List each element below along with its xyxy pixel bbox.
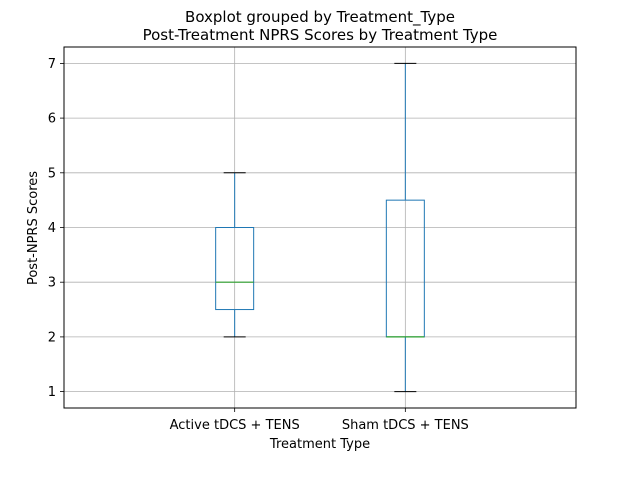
chart-title: Post-Treatment NPRS Scores by Treatment … [143, 26, 498, 44]
iqr-box [215, 227, 255, 311]
y-tick-label: 5 [48, 166, 56, 181]
x-tick-label: Sham tDCS + TENS [342, 418, 469, 433]
x-ticks: Active tDCS + TENS Sham tDCS + TENS [170, 408, 469, 433]
boxes [215, 62, 425, 393]
y-tick-label: 6 [48, 112, 56, 127]
x-tick-label: Active tDCS + TENS [170, 418, 300, 433]
chart-suptitle: Boxplot grouped by Treatment_Type [185, 8, 455, 27]
y-tick-label: 1 [48, 385, 56, 400]
x-axis-label: Treatment Type [269, 437, 370, 452]
y-tick-label: 3 [48, 276, 56, 291]
y-tick-label: 7 [48, 57, 56, 72]
y-tick-label: 2 [48, 330, 56, 345]
y-tick-label: 4 [48, 221, 56, 236]
y-axis-label: Post-NPRS Scores [26, 171, 41, 285]
y-ticks: 1 2 3 4 5 6 7 [48, 57, 64, 400]
